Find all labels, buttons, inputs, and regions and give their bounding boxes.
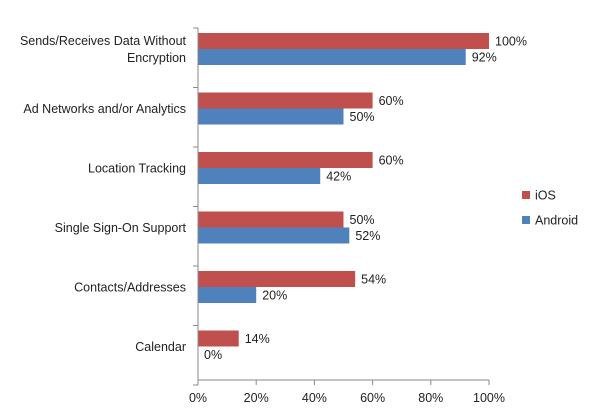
- data-label-android-4: 20%: [262, 289, 287, 303]
- data-label-ios-2: 60%: [379, 154, 404, 168]
- bars-layer: [198, 33, 489, 347]
- x-tick-label-2: 40%: [302, 391, 327, 405]
- x-tick-label-4: 80%: [418, 391, 443, 405]
- bar-ios-5: [198, 330, 239, 347]
- legend-swatch-ios: [522, 191, 530, 199]
- data-label-ios-3: 50%: [350, 213, 375, 227]
- legend: iOS Android: [522, 189, 578, 228]
- x-tick-label-3: 60%: [360, 391, 385, 405]
- bar-ios-4: [198, 271, 356, 287]
- bar-android-2: [198, 168, 321, 184]
- bar-ios-1: [198, 92, 373, 109]
- category-label-4: Contacts/Addresses: [74, 281, 186, 295]
- data-label-android-0: 92%: [472, 51, 497, 65]
- x-tick-label-5: 100%: [473, 391, 505, 405]
- category-label-5: Calendar: [135, 340, 186, 354]
- category-label-0: Sends/Receives Data Without Encryption: [20, 34, 187, 65]
- bar-android-0: [198, 49, 466, 65]
- data-label-ios-4: 54%: [361, 273, 386, 287]
- bar-android-1: [198, 108, 344, 125]
- bar-ios-3: [198, 211, 344, 228]
- x-tick-label-1: 20%: [244, 391, 269, 405]
- data-label-android-3: 52%: [355, 229, 380, 243]
- labels-layer: 100% 92% Sends/Receives Data Without Encryp…: [20, 34, 527, 405]
- data-label-android-5: 0%: [204, 348, 222, 362]
- legend-swatch-android: [522, 216, 530, 224]
- legend-label-android: Android: [535, 214, 578, 228]
- data-label-ios-5: 14%: [245, 332, 270, 346]
- data-label-ios-0: 100%: [495, 35, 527, 49]
- bar-android-4: [198, 287, 257, 303]
- legend-label-ios: iOS: [535, 189, 556, 203]
- data-label-ios-1: 60%: [379, 94, 404, 108]
- category-label-1: Ad Networks and/or Analytics: [23, 102, 186, 116]
- category-label-3: Single Sign-On Support: [55, 221, 187, 235]
- bar-ios-2: [198, 152, 373, 168]
- data-label-android-2: 42%: [326, 170, 351, 184]
- bar-android-3: [198, 227, 350, 244]
- axes-layer: [193, 27, 490, 386]
- x-tick-label-0: 0%: [189, 391, 207, 405]
- data-label-android-1: 50%: [350, 110, 375, 124]
- bar-ios-0: [198, 33, 489, 49]
- category-label-2: Location Tracking: [88, 162, 186, 176]
